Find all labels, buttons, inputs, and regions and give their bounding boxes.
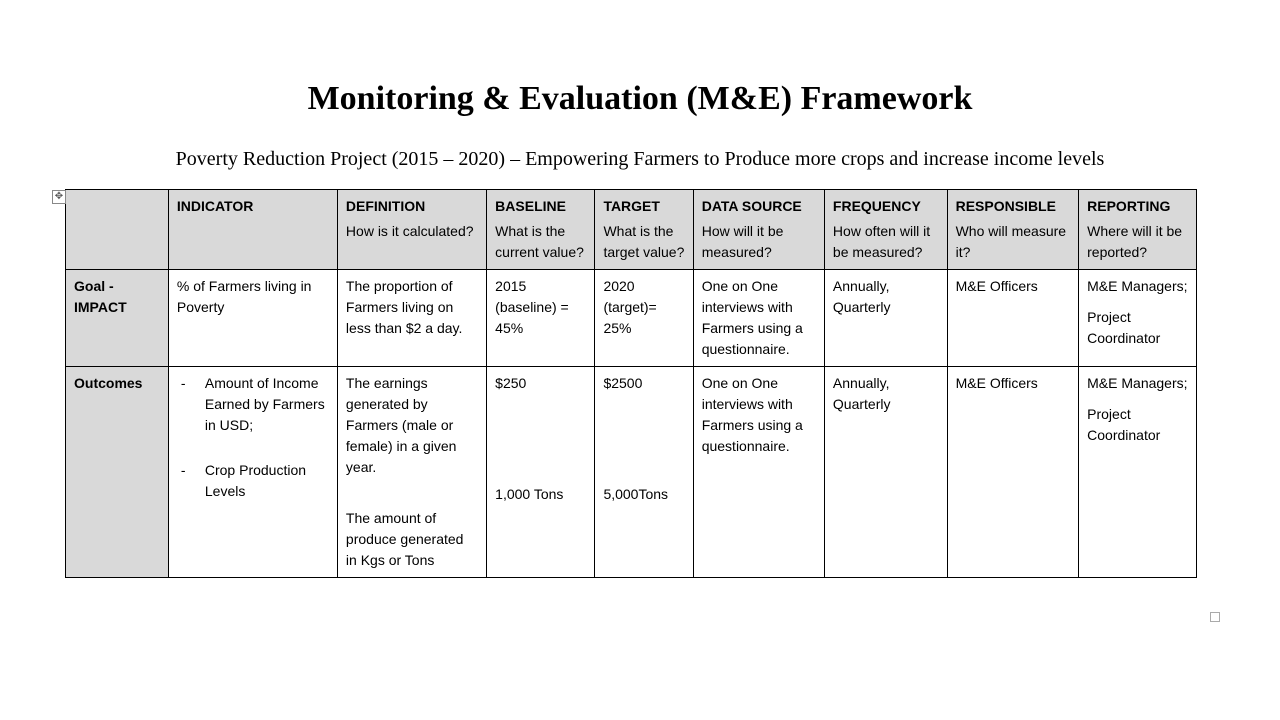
header-target: TARGET What is the target value?: [595, 190, 693, 270]
row-label-outcomes: Outcomes: [66, 367, 169, 578]
reporting-line: M&E Managers;: [1087, 375, 1187, 391]
baseline-value: $250: [495, 375, 526, 391]
header-sub: How often will it be measured?: [833, 221, 939, 263]
definition-part: The earnings generated by Farmers (male …: [346, 375, 457, 475]
target-value: $2500: [603, 375, 642, 391]
header-sub: What is the target value?: [603, 221, 684, 263]
header-label: DATA SOURCE: [702, 198, 802, 214]
reporting-line: M&E Managers;: [1087, 278, 1187, 294]
header-sub: How is it calculated?: [346, 221, 478, 242]
target-value: 5,000Tons: [603, 484, 684, 505]
cell-outcomes-target: $2500 5,000Tons: [595, 367, 693, 578]
cell-impact-definition: The proportion of Farmers living on less…: [337, 270, 486, 367]
cell-outcomes-indicator: Amount of Income Earned by Farmers in US…: [168, 367, 337, 578]
cell-outcomes-baseline: $250 1,000 Tons: [487, 367, 595, 578]
header-sub: Who will measure it?: [956, 221, 1071, 263]
cell-impact-indicator: % of Farmers living in Poverty: [168, 270, 337, 367]
row-label-impact: Goal - IMPACT: [66, 270, 169, 367]
definition-part: The amount of produce generated in Kgs o…: [346, 508, 478, 571]
page-title: Monitoring & Evaluation (M&E) Framework: [60, 80, 1220, 118]
baseline-value: 1,000 Tons: [495, 484, 586, 505]
header-indicator: INDICATOR: [168, 190, 337, 270]
header-label: FREQUENCY: [833, 198, 921, 214]
table-row-impact: Goal - IMPACT % of Farmers living in Pov…: [66, 270, 1197, 367]
cell-impact-source: One on One interviews with Farmers using…: [693, 270, 824, 367]
cell-impact-target: 2020 (target)= 25%: [595, 270, 693, 367]
header-definition: DEFINITION How is it calculated?: [337, 190, 486, 270]
header-sub: What is the current value?: [495, 221, 586, 263]
header-baseline: BASELINE What is the current value?: [487, 190, 595, 270]
cell-impact-responsible: M&E Officers: [947, 270, 1079, 367]
reporting-line: Project Coordinator: [1087, 307, 1188, 349]
cell-outcomes-responsible: M&E Officers: [947, 367, 1079, 578]
header-sub: Where will it be reported?: [1087, 221, 1188, 263]
paragraph-end-mark-icon: [1210, 612, 1220, 622]
header-frequency: FREQUENCY How often will it be measured?: [824, 190, 947, 270]
table-header-row: INDICATOR DEFINITION How is it calculate…: [66, 190, 1197, 270]
cell-impact-frequency: Annually, Quarterly: [824, 270, 947, 367]
table-row-outcomes: Outcomes Amount of Income Earned by Farm…: [66, 367, 1197, 578]
header-data-source: DATA SOURCE How will it be measured?: [693, 190, 824, 270]
cell-outcomes-definition: The earnings generated by Farmers (male …: [337, 367, 486, 578]
page-subtitle: Poverty Reduction Project (2015 – 2020) …: [60, 148, 1220, 171]
header-reporting: REPORTING Where will it be reported?: [1079, 190, 1197, 270]
header-label: TARGET: [603, 198, 660, 214]
header-label: BASELINE: [495, 198, 566, 214]
header-label: RESPONSIBLE: [956, 198, 1056, 214]
cell-outcomes-reporting: M&E Managers; Project Coordinator: [1079, 367, 1197, 578]
header-label: INDICATOR: [177, 198, 253, 214]
cell-impact-reporting: M&E Managers; Project Coordinator: [1079, 270, 1197, 367]
document-page: Monitoring & Evaluation (M&E) Framework …: [0, 0, 1280, 720]
indicator-item: Amount of Income Earned by Farmers in US…: [177, 373, 329, 436]
reporting-line: Project Coordinator: [1087, 404, 1188, 446]
header-label: DEFINITION: [346, 198, 425, 214]
header-responsible: RESPONSIBLE Who will measure it?: [947, 190, 1079, 270]
header-label: REPORTING: [1087, 198, 1170, 214]
header-blank: [66, 190, 169, 270]
cell-outcomes-frequency: Annually, Quarterly: [824, 367, 947, 578]
cell-impact-baseline: 2015 (baseline) = 45%: [487, 270, 595, 367]
indicator-item: Crop Production Levels: [177, 460, 329, 502]
header-sub: How will it be measured?: [702, 221, 816, 263]
table-anchor-icon: ✥: [52, 190, 66, 204]
cell-outcomes-source: One on One interviews with Farmers using…: [693, 367, 824, 578]
me-framework-table: INDICATOR DEFINITION How is it calculate…: [65, 189, 1197, 578]
